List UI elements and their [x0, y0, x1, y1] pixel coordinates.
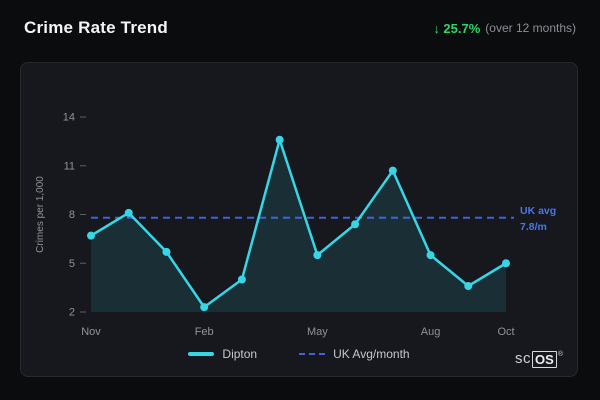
data-point[interactable] [275, 135, 284, 144]
page-title: Crime Rate Trend [24, 18, 168, 37]
trend-note: (over 12 months) [485, 21, 576, 35]
chart-card: 2 5 8 11 14 Nov Feb May Aug Oct Crimes per 1,000 UK… [20, 62, 578, 377]
legend-item-uk-avg[interactable]: UK Avg/month [299, 347, 410, 361]
legend-label-dipton: Dipton [222, 347, 258, 361]
x-tick-label: Oct [497, 326, 514, 338]
trend-value: ↓ 25.7% [433, 20, 481, 36]
data-point[interactable] [464, 282, 473, 290]
crime-trend-chart: 2 5 8 11 14 Nov Feb May Aug Oct Crimes per 1,000 UK… [35, 112, 556, 339]
chart-legend: Dipton UK Avg/month [21, 347, 577, 361]
header: Crime Rate Trend ↓ 25.7% (over 12 months… [0, 0, 600, 48]
registered-mark: ® [557, 351, 563, 358]
data-point[interactable] [502, 259, 510, 268]
crime-trend-line [89, 138, 508, 309]
scos-logo: sc OS ® [515, 351, 563, 368]
legend-item-dipton[interactable]: Dipton [188, 347, 257, 361]
legend-label-uk-avg: UK Avg/month [333, 347, 410, 361]
x-tick-label: Nov [81, 326, 101, 338]
y-tick-label: 2 [69, 307, 75, 319]
data-point[interactable] [388, 166, 397, 175]
data-point[interactable] [313, 251, 322, 260]
y-tick-label: 8 [69, 209, 75, 221]
dipton-line-swatch [188, 352, 215, 356]
data-point[interactable] [87, 231, 95, 240]
x-tick-label: Feb [195, 326, 214, 338]
uk-avg-annotation-line2: 7.8/m [520, 221, 547, 233]
data-point[interactable] [124, 208, 133, 217]
x-tick-label: May [307, 326, 328, 338]
scos-logo-prefix: sc [515, 350, 532, 367]
uk-avg-dash-swatch [299, 353, 326, 355]
y-tick-label: 14 [63, 112, 75, 124]
y-tick-label: 11 [64, 160, 75, 172]
data-point[interactable] [426, 251, 435, 260]
x-tick-label: Aug [421, 326, 441, 338]
scos-logo-boxed: OS [532, 351, 557, 368]
data-point[interactable] [162, 247, 171, 256]
trend-indicator: ↓ 25.7% (over 12 months) [433, 21, 576, 36]
y-axis-label: Crimes per 1,000 [35, 176, 46, 253]
y-tick-label: 5 [69, 258, 75, 270]
data-point[interactable] [237, 275, 246, 284]
data-point[interactable] [200, 303, 209, 312]
data-point[interactable] [351, 220, 360, 229]
uk-avg-annotation-line1: UK avg [520, 205, 556, 217]
crime-area-fill [91, 139, 506, 312]
